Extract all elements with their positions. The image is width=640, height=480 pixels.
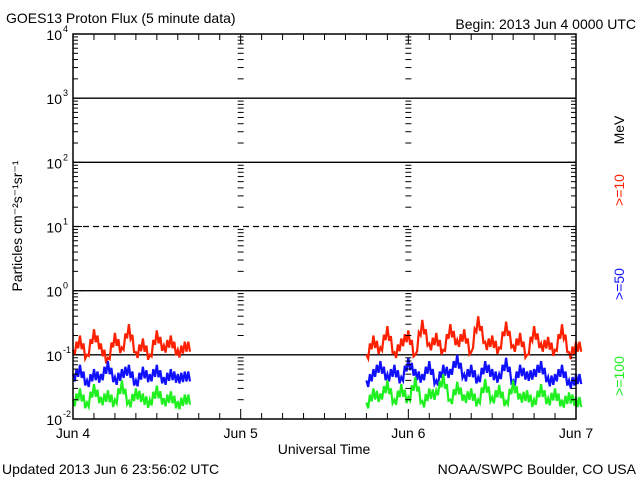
legend-ge50: >=50: [611, 268, 627, 300]
series-line-ge10: [365, 316, 583, 363]
x-tick-label: Jun 4: [56, 425, 90, 441]
series-line-ge100: [365, 373, 583, 409]
units-label: MeV: [611, 115, 627, 144]
updated-timestamp: Updated 2013 Jun 6 23:56:02 UTC: [2, 461, 219, 477]
series-line-ge100: [71, 380, 192, 411]
legend-ge100: >=100: [611, 356, 627, 396]
x-tick-label: Jun 6: [391, 425, 425, 441]
y-tick-exponent: 4: [63, 24, 68, 34]
y-tick-label: 10: [46, 348, 62, 364]
y-tick-exponent: -2: [63, 409, 71, 419]
series-line-ge10: [71, 324, 192, 364]
y-tick-label: 10: [46, 220, 62, 236]
begin-date: Begin: 2013 Jun 4 0000 UTC: [455, 16, 636, 32]
y-axis-label: Particles cm⁻²s⁻¹sr⁻¹: [9, 160, 25, 291]
series-line-ge50: [365, 354, 583, 389]
y-tick-exponent: 1: [63, 217, 68, 227]
x-tick-label: Jun 7: [559, 425, 593, 441]
chart-title: GOES13 Proton Flux (5 minute data): [6, 10, 236, 26]
legend-ge10: >=10: [611, 174, 627, 206]
series-line-ge50: [71, 360, 192, 388]
x-tick-label: Jun 5: [224, 425, 258, 441]
y-tick-exponent: -1: [63, 345, 71, 355]
y-tick-label: 10: [46, 155, 62, 171]
y-tick-exponent: 2: [63, 152, 68, 162]
y-tick-exponent: 3: [63, 88, 68, 98]
y-tick-label: 10: [46, 91, 62, 107]
y-tick-exponent: 0: [63, 281, 68, 291]
source-credit: NOAA/SWPC Boulder, CO USA: [438, 461, 637, 477]
y-tick-label: 10: [46, 412, 62, 428]
x-axis-label: Universal Time: [278, 441, 371, 457]
y-tick-label: 10: [46, 284, 62, 300]
y-tick-label: 10: [46, 27, 62, 43]
